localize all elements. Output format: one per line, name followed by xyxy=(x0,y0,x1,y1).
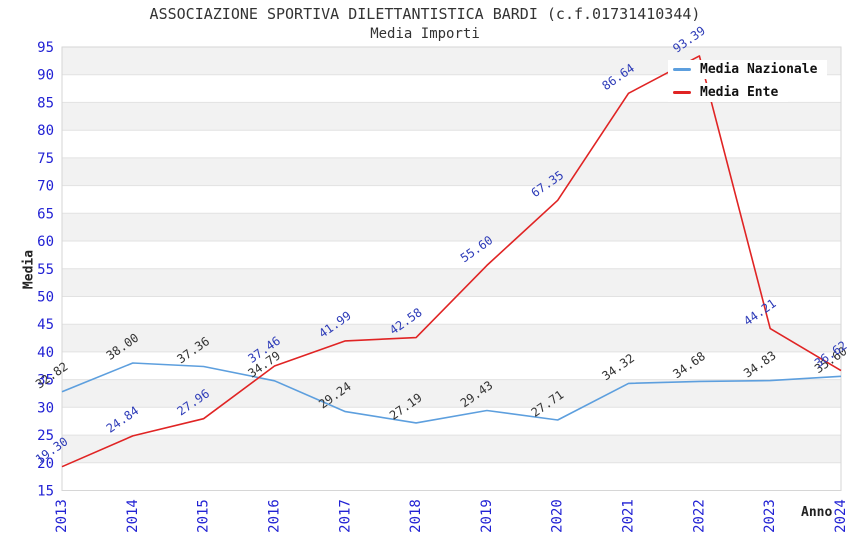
y-tick-label: 65 xyxy=(37,206,54,222)
y-tick-label: 70 xyxy=(37,179,54,195)
y-tick-label: 25 xyxy=(37,428,54,444)
media-nazionale-line xyxy=(61,362,842,424)
media-nazionale-point-label: 34.83 xyxy=(741,348,779,380)
plot-band xyxy=(62,157,841,186)
x-tick-label: 2024 xyxy=(833,499,849,533)
media-ente-point-label: 24.84 xyxy=(104,404,142,436)
x-tick-label: 2017 xyxy=(337,499,353,533)
y-tick-label: 50 xyxy=(37,290,54,306)
y-tick-label: 95 xyxy=(37,40,54,56)
legend: Media Nazionale Media Ente xyxy=(668,60,828,102)
x-tick-label: 2023 xyxy=(762,499,778,533)
plot-band xyxy=(62,102,841,131)
plot-band xyxy=(62,379,841,408)
y-tick-label: 30 xyxy=(37,400,54,416)
chart-title: ASSOCIAZIONE SPORTIVA DILETTANTISTICA BA… xyxy=(149,5,701,23)
x-tick-label: 2013 xyxy=(54,499,70,533)
chart-subtitle: Media Importi xyxy=(370,26,480,42)
plot-band xyxy=(62,213,841,241)
x-tick-label: 2014 xyxy=(125,499,141,533)
x-tick-label: 2018 xyxy=(408,499,424,533)
plot-band xyxy=(62,268,841,297)
media-nazionale-point-label: 34.32 xyxy=(599,351,637,383)
y-tick-label: 80 xyxy=(37,123,54,139)
y-axis-title: Media xyxy=(21,249,37,290)
plot-band xyxy=(62,435,841,463)
media-ente-line-swatch xyxy=(673,91,691,94)
x-tick-label: 2022 xyxy=(691,499,707,533)
y-tick-label: 75 xyxy=(37,151,54,167)
y-tick-label: 40 xyxy=(37,345,54,361)
plot-border xyxy=(61,46,842,491)
x-tick-label: 2016 xyxy=(267,499,283,533)
y-tick-label: 60 xyxy=(37,234,54,250)
media-nazionale-point-label: 34.68 xyxy=(670,349,708,381)
media-ente-point-label: 44.21 xyxy=(741,296,779,328)
y-tick-label: 15 xyxy=(37,484,54,500)
y-tick-label: 55 xyxy=(37,262,54,278)
y-tick-label: 85 xyxy=(37,95,54,111)
y-tick-label: 90 xyxy=(37,68,54,84)
legend-label-media-ente: Media Ente xyxy=(700,85,779,100)
media-nazionale-line-swatch xyxy=(673,68,691,71)
x-tick-label: 2019 xyxy=(479,499,495,533)
y-tick-label: 35 xyxy=(37,373,54,389)
legend-item-media-ente: Media Ente xyxy=(668,83,789,102)
x-axis-title: Anno xyxy=(801,505,833,520)
x-tick-label: 2021 xyxy=(621,499,637,533)
legend-item-media-nazionale: Media Nazionale xyxy=(668,60,828,79)
y-tick-label: 20 xyxy=(37,456,54,472)
plot-band xyxy=(62,324,841,352)
y-tick-label: 45 xyxy=(37,317,54,333)
legend-label-media-nazionale: Media Nazionale xyxy=(700,62,818,77)
x-tick-label: 2015 xyxy=(196,499,212,533)
x-tick-label: 2020 xyxy=(550,499,566,533)
